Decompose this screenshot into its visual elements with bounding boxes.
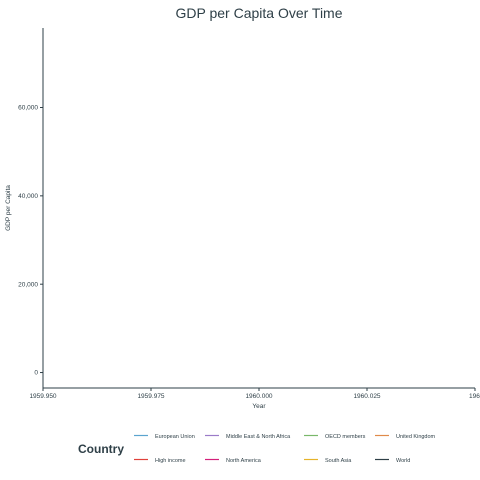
legend-label: High income xyxy=(155,458,186,464)
legend-label: South Asia xyxy=(325,458,352,464)
legend-item[interactable]: Middle East & North Africa xyxy=(205,434,291,440)
legend-item[interactable]: North America xyxy=(205,458,262,464)
legend: European Union Middle East & North Africa… xyxy=(134,434,436,464)
legend-item[interactable]: OECD members xyxy=(304,434,366,440)
legend-label: North America xyxy=(226,458,262,464)
legend-label: Middle East & North Africa xyxy=(226,434,291,440)
legend-label: United Kingdom xyxy=(396,434,436,440)
x-tick-label: 1960.0 xyxy=(469,393,480,400)
chart-title: GDP per Capita Over Time xyxy=(175,5,342,21)
y-axis-label: GDP per Capita xyxy=(5,185,12,231)
y-axis-ticks: 0 20,000 40,000 60,000 xyxy=(18,105,43,377)
y-tick-label: 60,000 xyxy=(18,105,38,112)
x-axis-ticks: 1959.950 1959.975 1960.000 1960.025 1960.0 xyxy=(29,388,480,400)
legend-item[interactable]: United Kingdom xyxy=(375,434,436,440)
x-axis-label: Year xyxy=(252,403,266,410)
legend-label: European Union xyxy=(155,434,195,440)
y-tick-label: 40,000 xyxy=(18,193,38,200)
y-tick-label: 0 xyxy=(34,370,38,377)
x-tick-label: 1960.000 xyxy=(245,393,272,400)
legend-item[interactable]: World xyxy=(375,458,410,464)
legend-label: World xyxy=(396,458,410,464)
x-tick-label: 1959.950 xyxy=(29,393,56,400)
legend-item[interactable]: South Asia xyxy=(304,458,352,464)
x-tick-label: 1959.975 xyxy=(137,393,164,400)
x-tick-label: 1960.025 xyxy=(353,393,380,400)
legend-title: Country xyxy=(78,442,124,456)
legend-item[interactable]: European Union xyxy=(134,434,195,440)
legend-label: OECD members xyxy=(325,434,366,440)
legend-item[interactable]: High income xyxy=(134,458,186,464)
y-tick-label: 20,000 xyxy=(18,281,38,288)
